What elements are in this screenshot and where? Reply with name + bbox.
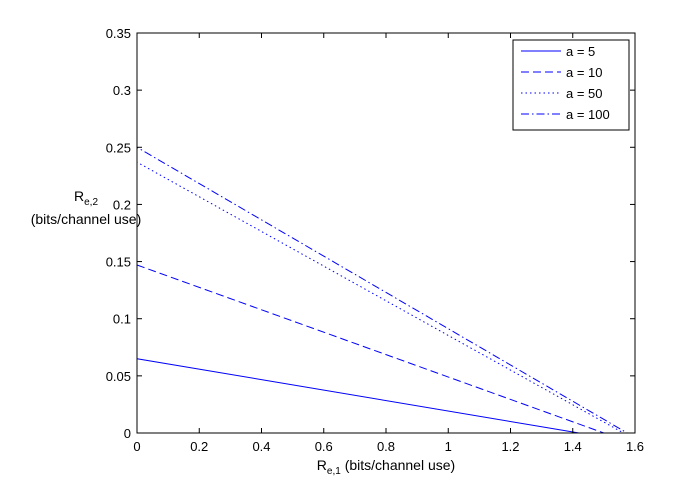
legend-entry-label: a = 5 (566, 44, 595, 59)
x-axis-label-rest: (bits/channel use) (341, 457, 455, 473)
y-tick-label: 0.1 (113, 312, 131, 327)
y-tick-label: 0.35 (106, 26, 131, 41)
x-axis-label-base: R (317, 457, 327, 473)
y-tick-label: 0.25 (106, 140, 131, 155)
y-tick-label: 0.2 (113, 197, 131, 212)
y-axis-label: Re,2 (74, 188, 98, 208)
x-tick-label: 1.2 (501, 439, 519, 454)
x-tick-label: 1.6 (626, 439, 644, 454)
y-tick-label: 0.15 (106, 255, 131, 270)
x-tick-label: 1 (445, 439, 452, 454)
x-axis-label: Re,1 (bits/channel use) (317, 457, 455, 477)
y-axis-label-units: (bits/channel use) (31, 211, 142, 227)
legend-entry-label: a = 10 (566, 65, 603, 80)
x-tick-label: 0.2 (190, 439, 208, 454)
legend-entry-label: a = 50 (566, 86, 603, 101)
y-tick-label: 0.05 (106, 369, 131, 384)
x-axis-label-subscript: e,1 (327, 466, 341, 477)
legend-entry-label: a = 100 (566, 107, 610, 122)
x-tick-label: 0 (133, 439, 140, 454)
x-tick-label: 0.4 (252, 439, 270, 454)
y-tick-label: 0 (124, 426, 131, 441)
y-tick-label: 0.3 (113, 83, 131, 98)
legend-box (512, 39, 630, 131)
x-tick-label: 0.8 (377, 439, 395, 454)
y-axis-label-subscript: e,2 (84, 197, 98, 208)
y-axis-label-base: R (74, 188, 84, 204)
x-tick-label: 0.6 (315, 439, 333, 454)
x-tick-label: 1.4 (564, 439, 582, 454)
legend: a = 5 a = 10 a = 50 a = 100 (512, 39, 630, 131)
tick-layer: 0 0.2 0.4 0.6 0.8 1 1.2 1.4 1.6 0 0.05 0.1 0.15 0.2 0.… (106, 26, 644, 454)
